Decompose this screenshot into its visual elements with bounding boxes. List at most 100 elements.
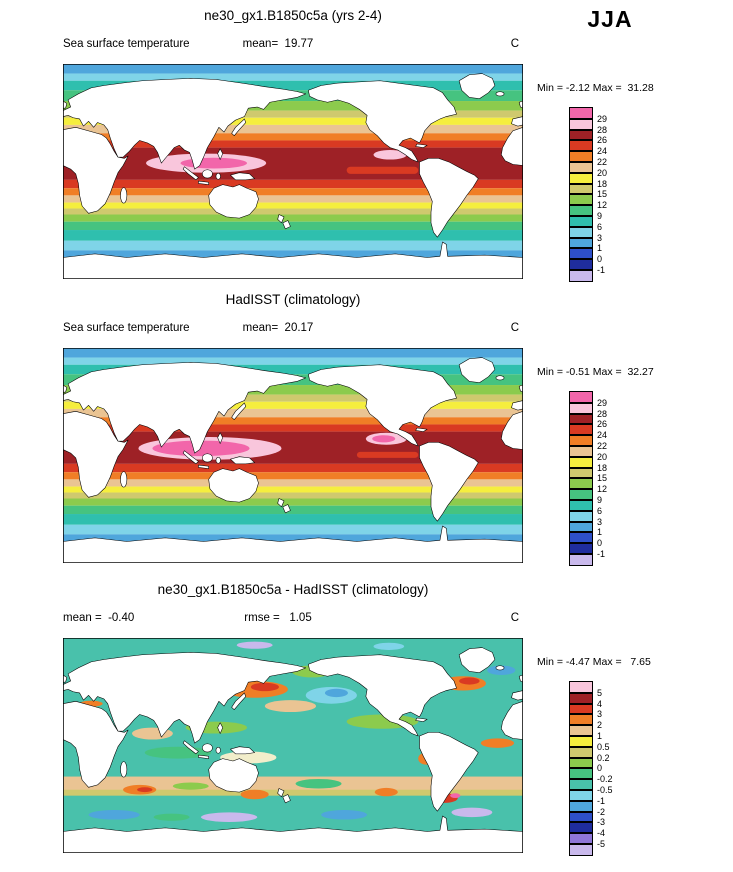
colorbar-cell bbox=[569, 713, 593, 727]
minmax-label: Min = -2.12 Max = 31.28 bbox=[537, 82, 654, 94]
colorbar-cell bbox=[569, 182, 593, 196]
colorbar-cell bbox=[569, 498, 593, 512]
colorbar-cell bbox=[569, 520, 593, 534]
season-label: JJA bbox=[587, 6, 633, 32]
units-label: C bbox=[510, 612, 519, 624]
colorbar-cell bbox=[569, 401, 593, 415]
colorbar-tick-label: 0.5 bbox=[597, 741, 610, 752]
colorbar-tick-label: 28 bbox=[597, 124, 608, 135]
colorbar-tick-label: 1 bbox=[597, 731, 603, 741]
colorbar-tick-label: 22 bbox=[597, 157, 608, 167]
colorbar-tick-label: -0.5 bbox=[597, 785, 613, 795]
colorbar-tick-label: -1 bbox=[597, 795, 606, 806]
colorbar-cell bbox=[569, 756, 593, 770]
colorbar-tick-label: -5 bbox=[597, 839, 606, 849]
colorbar-cell bbox=[569, 204, 593, 217]
colorbar-tick-label: 1 bbox=[597, 243, 603, 254]
colorbar-tick-label: 15 bbox=[597, 473, 608, 484]
colorbar-tick-label: 29 bbox=[597, 113, 608, 124]
colorbar-tick-label: 22 bbox=[597, 441, 608, 451]
colorbar-cell bbox=[569, 214, 593, 228]
panel-title: ne30_gx1.B1850c5a - HadISST (climatology… bbox=[157, 582, 429, 597]
variable-label: Sea surface temperature bbox=[63, 38, 190, 50]
colorbar-cell bbox=[569, 225, 593, 239]
colorbar-tick-label: 3 bbox=[597, 709, 603, 720]
colorbar-cell bbox=[569, 542, 593, 555]
colorbar-cell bbox=[569, 842, 593, 856]
variable-label: Sea surface temperature bbox=[63, 322, 190, 334]
colorbar: 29 28 26 24 22 20 18 15 12 9 6 3 1 0 -1 bbox=[569, 107, 630, 282]
colorbar-tick-label: 0 bbox=[597, 254, 603, 265]
colorbar-tick-label: 26 bbox=[597, 135, 608, 146]
mean-value: mean= 19.77 bbox=[242, 38, 314, 50]
colorbar-tick-label: 0.2 bbox=[597, 752, 610, 763]
colorbar-tick-label: -2 bbox=[597, 806, 606, 817]
colorbar-cell bbox=[569, 788, 593, 802]
colorbar-tick-label: 29 bbox=[597, 397, 608, 408]
colorbar-cell bbox=[569, 810, 593, 824]
minmax-label: Min = -0.51 Max = 32.27 bbox=[537, 366, 654, 378]
colorbar-cell bbox=[569, 702, 593, 716]
panel-title: ne30_gx1.B1850c5a (yrs 2-4) bbox=[204, 8, 382, 23]
colorbar-cell bbox=[569, 767, 593, 781]
sst-map-model bbox=[63, 64, 523, 279]
colorbar-cell bbox=[569, 117, 593, 131]
colorbar-tick-label: 18 bbox=[597, 462, 608, 473]
colorbar-cell bbox=[569, 258, 593, 271]
colorbar-tick-label: 2 bbox=[597, 720, 603, 731]
colorbar-tick-label: 26 bbox=[597, 419, 608, 430]
colorbar-tick-label: -1 bbox=[597, 549, 606, 559]
units-label: C bbox=[510, 322, 519, 334]
colorbar-tick-label: 6 bbox=[597, 221, 603, 232]
map-frame bbox=[63, 638, 523, 853]
colorbar-tick-label: 4 bbox=[597, 698, 603, 709]
colorbar-tick-label: 9 bbox=[597, 495, 603, 505]
colorbar-tick-label: 0 bbox=[597, 538, 603, 549]
colorbar-cell bbox=[569, 455, 593, 469]
panel-model: ne30_gx1.B1850c5a (yrs 2-4) Sea surface … bbox=[0, 8, 733, 298]
sst-map-obs bbox=[63, 348, 523, 563]
colorbar-tick-label: 6 bbox=[597, 505, 603, 516]
colorbar-cell bbox=[569, 778, 593, 791]
colorbar-cell bbox=[569, 423, 593, 437]
panel-diff: ne30_gx1.B1850c5a - HadISST (climatology… bbox=[0, 582, 733, 872]
colorbar-tick-label: 3 bbox=[597, 232, 603, 243]
colorbar-cell bbox=[569, 128, 593, 142]
colorbar-tick-label: -4 bbox=[597, 828, 606, 839]
colorbar-cell bbox=[569, 139, 593, 153]
colorbar-cell bbox=[569, 552, 593, 566]
colorbar-tick-label: 24 bbox=[597, 146, 608, 157]
colorbar-tick-label: 28 bbox=[597, 408, 608, 419]
colorbar-tick-label: 1 bbox=[597, 527, 603, 538]
colorbar-cell bbox=[569, 107, 593, 120]
panel-title: HadISST (climatology) bbox=[225, 292, 361, 307]
colorbar-tick-label: 12 bbox=[597, 484, 608, 495]
colorbar-cell bbox=[569, 509, 593, 523]
colorbar-tick-label: 18 bbox=[597, 178, 608, 189]
mean-value: mean = -0.40 bbox=[63, 612, 135, 624]
colorbar-cell bbox=[569, 477, 593, 491]
colorbar-cell bbox=[569, 268, 593, 282]
stats-row: Sea surface temperature mean= 19.77 C bbox=[63, 38, 523, 53]
colorbar-cell bbox=[569, 434, 593, 447]
colorbar-tick-label: 3 bbox=[597, 516, 603, 527]
colorbar-cell bbox=[569, 445, 593, 458]
colorbar-cell bbox=[569, 412, 593, 426]
map-frame bbox=[63, 348, 523, 563]
colorbar-cell bbox=[569, 531, 593, 545]
colorbar-tick-label: 5 bbox=[597, 687, 603, 698]
colorbar-cell bbox=[569, 821, 593, 835]
colorbar-tick-label: -3 bbox=[597, 817, 606, 828]
colorbar-cell bbox=[569, 236, 593, 250]
colorbar-tick-label: -1 bbox=[597, 265, 606, 275]
rmse-value: rmse = 1.05 bbox=[244, 612, 312, 624]
colorbar: 29 28 26 24 22 20 18 15 12 9 6 3 1 0 -1 bbox=[569, 391, 630, 566]
colorbar-cell bbox=[569, 466, 593, 480]
colorbar-tick-label: 0 bbox=[597, 763, 603, 774]
minmax-label: Min = -4.47 Max = 7.65 bbox=[537, 656, 651, 668]
colorbar-cell bbox=[569, 799, 593, 813]
colorbar-cell bbox=[569, 171, 593, 185]
colorbar-cell bbox=[569, 193, 593, 207]
panel-obs: HadISST (climatology) Sea surface temper… bbox=[0, 292, 733, 582]
stats-row: mean = -0.40 rmse = 1.05 C bbox=[63, 612, 523, 627]
